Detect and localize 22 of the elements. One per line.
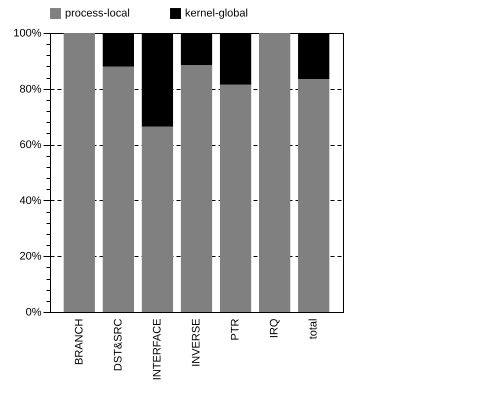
y-tick-label: 40% [19,194,42,207]
legend-label: kernel-global [185,8,248,20]
bar [220,84,252,312]
x-tick-label: PTR [230,318,242,340]
x-tick-label: INVERSE [190,318,202,367]
x-tick-label: total [308,318,320,340]
bar [180,65,212,312]
x-tick-label: DST&SRC [112,318,124,372]
y-tick-label: 80% [19,83,42,96]
x-tick-label: BRANCH [73,318,86,365]
bar [142,126,174,312]
x-tick-label: IRQ [268,318,281,338]
bar [259,33,290,312]
y-tick-label: 20% [19,250,42,263]
x-tick-label: INTERFACE [151,318,164,380]
y-tick-label: 60% [19,139,42,152]
bar [298,79,330,312]
y-tick-label: 100% [13,28,42,40]
legend-label: process-local [65,8,130,20]
bar [102,66,134,312]
y-tick-label: 0% [26,306,42,318]
bar [64,33,95,312]
